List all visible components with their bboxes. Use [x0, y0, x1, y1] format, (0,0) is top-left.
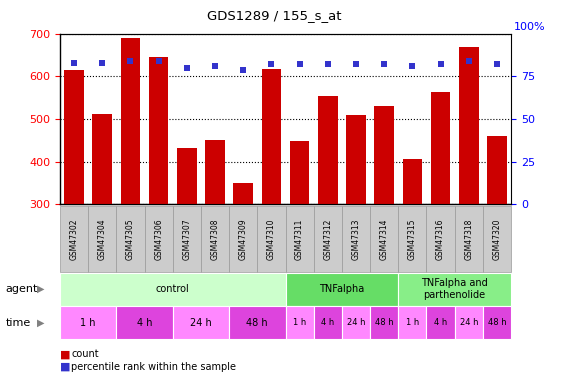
- Text: 24 h: 24 h: [347, 318, 365, 327]
- Text: 48 h: 48 h: [488, 318, 506, 327]
- Point: [295, 62, 304, 68]
- Bar: [93, 114, 112, 204]
- Text: ▶: ▶: [37, 318, 45, 328]
- Point: [239, 67, 248, 73]
- Bar: [431, 92, 451, 204]
- Bar: [403, 159, 422, 204]
- Text: GSM47313: GSM47313: [352, 218, 360, 260]
- Point: [436, 62, 445, 68]
- Bar: [177, 148, 196, 204]
- Text: GSM47315: GSM47315: [408, 218, 417, 260]
- Text: percentile rank within the sample: percentile rank within the sample: [71, 362, 236, 372]
- Bar: [375, 106, 394, 204]
- Text: 1 h: 1 h: [293, 318, 306, 327]
- Text: agent: agent: [6, 284, 38, 294]
- Point: [70, 60, 79, 66]
- Text: 4 h: 4 h: [434, 318, 447, 327]
- Text: TNFalpha and
parthenolide: TNFalpha and parthenolide: [421, 278, 488, 300]
- Point: [323, 62, 332, 68]
- Bar: [459, 47, 478, 204]
- Point: [154, 58, 163, 64]
- Text: 1 h: 1 h: [81, 318, 96, 328]
- Text: 100%: 100%: [514, 22, 545, 32]
- Text: GSM47316: GSM47316: [436, 218, 445, 260]
- Text: GSM47314: GSM47314: [380, 218, 389, 260]
- Text: GSM47305: GSM47305: [126, 218, 135, 260]
- Point: [126, 58, 135, 64]
- Text: GSM47312: GSM47312: [323, 218, 332, 260]
- Text: 24 h: 24 h: [190, 318, 212, 328]
- Point: [211, 63, 220, 69]
- Text: count: count: [71, 350, 99, 359]
- Text: 48 h: 48 h: [375, 318, 393, 327]
- Point: [182, 65, 191, 71]
- Text: 1 h: 1 h: [406, 318, 419, 327]
- Bar: [318, 96, 337, 204]
- Bar: [346, 115, 366, 204]
- Bar: [64, 70, 84, 204]
- Point: [267, 62, 276, 68]
- Text: GSM47304: GSM47304: [98, 218, 107, 260]
- Point: [380, 62, 389, 68]
- Point: [351, 62, 360, 68]
- Text: control: control: [156, 284, 190, 294]
- Point: [464, 58, 473, 64]
- Text: GSM47307: GSM47307: [182, 218, 191, 260]
- Text: time: time: [6, 318, 31, 328]
- Text: GSM47302: GSM47302: [70, 218, 79, 260]
- Point: [492, 62, 501, 68]
- Point: [98, 60, 107, 66]
- Bar: [120, 38, 140, 204]
- Bar: [149, 57, 168, 204]
- Text: TNFalpha: TNFalpha: [319, 284, 364, 294]
- Text: 48 h: 48 h: [247, 318, 268, 328]
- Bar: [234, 183, 253, 204]
- Text: GSM47318: GSM47318: [464, 218, 473, 260]
- Text: GSM47309: GSM47309: [239, 218, 248, 260]
- Text: 4 h: 4 h: [321, 318, 335, 327]
- Text: GSM47320: GSM47320: [492, 218, 501, 260]
- Text: 4 h: 4 h: [137, 318, 152, 328]
- Text: 24 h: 24 h: [460, 318, 478, 327]
- Text: ■: ■: [60, 350, 70, 359]
- Bar: [262, 69, 282, 204]
- Text: GSM47308: GSM47308: [211, 218, 219, 260]
- Text: GSM47310: GSM47310: [267, 218, 276, 260]
- Point: [408, 63, 417, 69]
- Bar: [289, 141, 309, 204]
- Text: GDS1289 / 155_s_at: GDS1289 / 155_s_at: [207, 9, 341, 22]
- Bar: [205, 140, 225, 204]
- Bar: [487, 136, 507, 204]
- Text: GSM47311: GSM47311: [295, 218, 304, 260]
- Text: ▶: ▶: [37, 284, 45, 294]
- Text: GSM47306: GSM47306: [154, 218, 163, 260]
- Text: ■: ■: [60, 362, 70, 372]
